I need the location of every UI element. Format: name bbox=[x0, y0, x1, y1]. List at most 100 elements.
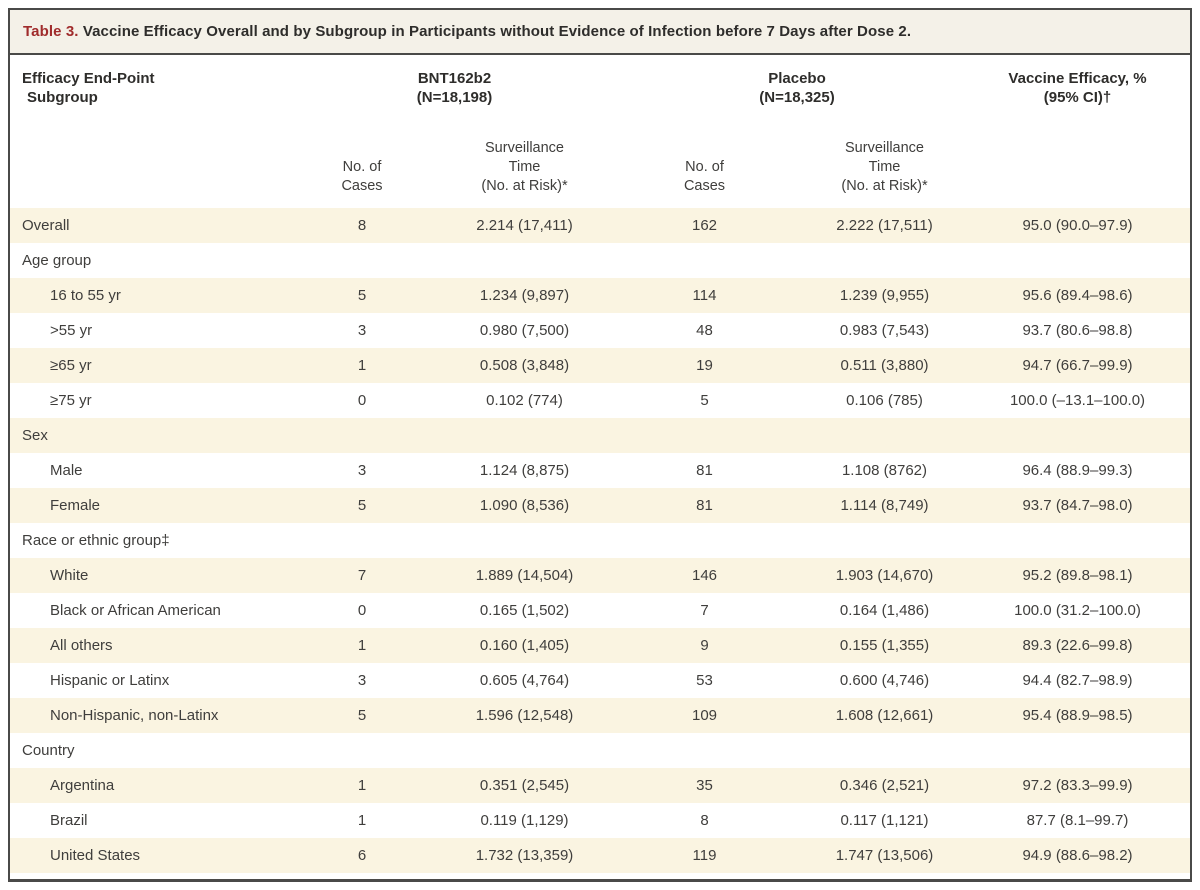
bnt-cases-cell: 1 bbox=[357, 812, 367, 829]
bnt-surveillance-cell: 0.119 (1,129) bbox=[480, 812, 569, 829]
bnt-cases-cell: 5 bbox=[357, 287, 367, 304]
table-row: 16 to 55 yr 5 1.234 (9,897) 114 1.239 (9,955… bbox=[10, 278, 1190, 313]
bnt-surveillance-cell: 1.124 (8,875) bbox=[479, 462, 570, 479]
subgroup-header-line1: Efficacy End-Point bbox=[22, 70, 155, 87]
vaccine-efficacy-line2: (95% CI)† bbox=[1043, 89, 1112, 106]
placebo-cases-cell: 5 bbox=[700, 392, 709, 409]
placebo-surveillance-cell: 1.108 (8762) bbox=[841, 462, 928, 479]
subcolumn-bnt-cases: No. of Cases bbox=[341, 159, 383, 194]
vaccine-efficacy-cell: 95.4 (88.9–98.5) bbox=[1022, 707, 1133, 724]
table-row: Hispanic or Latinx 3 0.605 (4,764) 53 0.600 … bbox=[10, 663, 1190, 698]
bnt-cases-cell: 6 bbox=[357, 847, 367, 864]
placebo-cases-cell: 8 bbox=[700, 812, 709, 829]
vaccine-efficacy-cell: 95.2 (89.8–98.1) bbox=[1022, 567, 1133, 584]
bnt-cases-cell: 3 bbox=[357, 672, 367, 689]
vaccine-efficacy-cell: 97.2 (83.3–99.9) bbox=[1022, 777, 1133, 794]
table-title: Table 3. Vaccine Efficacy Overall and by… bbox=[10, 10, 1190, 55]
row-label: Country bbox=[22, 742, 75, 759]
placebo-surveillance-cell: 0.346 (2,521) bbox=[839, 777, 930, 794]
section-row: Sex bbox=[10, 418, 1190, 453]
subcolumn-placebo-cases: No. of Cases bbox=[683, 159, 726, 194]
placebo-cases-cell: 48 bbox=[696, 322, 713, 339]
bnt-surveillance-cell: 1.090 (8,536) bbox=[479, 497, 570, 514]
vaccine-efficacy-cell: 100.0 (31.2–100.0) bbox=[1014, 602, 1141, 619]
vaccine-efficacy-cell: 95.0 (90.0–97.9) bbox=[1022, 217, 1133, 234]
vaccine-efficacy-cell: 89.3 (22.6–99.8) bbox=[1022, 637, 1133, 654]
bnt-surveillance-cell: 1.596 (12,548) bbox=[475, 707, 574, 724]
row-label: All others bbox=[50, 637, 113, 654]
bnt-surveillance-cell: 0.165 (1,502) bbox=[479, 602, 570, 619]
section-row: Country bbox=[10, 733, 1190, 768]
table-row: United States 6 1.732 (13,359) 119 1.747 (13… bbox=[10, 838, 1190, 873]
row-label: 16 to 55 yr bbox=[50, 287, 121, 304]
bnt162b2-n: (N=18,198) bbox=[416, 89, 493, 106]
table-number: Table 3. bbox=[23, 23, 79, 40]
bnt-cases-cell: 5 bbox=[357, 497, 367, 514]
table-row: Brazil 1 0.119 (1,129) 8 0.117 (1,121) 87.7 (… bbox=[10, 803, 1190, 838]
table-row: Argentina 1 0.351 (2,545) 35 0.346 (2,521) 97… bbox=[10, 768, 1190, 803]
placebo-surveillance-cell: 0.106 (785) bbox=[846, 392, 923, 409]
placebo-surveillance-cell: 2.222 (17,511) bbox=[836, 217, 933, 234]
bnt-surveillance-cell: 0.508 (3,848) bbox=[479, 357, 570, 374]
placebo-cases-cell: 114 bbox=[692, 287, 717, 304]
bnt-cases-cell: 1 bbox=[357, 357, 367, 374]
placebo-surveillance-cell: 1.747 (13,506) bbox=[835, 847, 934, 864]
row-label: ≥75 yr bbox=[50, 392, 92, 409]
placebo-cases-cell: 81 bbox=[696, 497, 713, 514]
table-row: Black or African American 0 0.165 (1,502) 7… bbox=[10, 593, 1190, 628]
bnt-cases-cell: 0 bbox=[357, 602, 367, 619]
vaccine-efficacy-cell: 93.7 (80.6–98.8) bbox=[1022, 322, 1133, 339]
section-row: Race or ethnic group‡ bbox=[10, 523, 1190, 558]
bnt-cases-cell: 7 bbox=[357, 567, 367, 584]
placebo-cases-cell: 9 bbox=[700, 637, 709, 654]
placebo-surveillance-cell: 1.608 (12,661) bbox=[835, 707, 934, 724]
table-rows: Overall 8 2.214 (17,411) 162 2.222 (17,511) 9… bbox=[10, 208, 1190, 873]
row-label: Hispanic or Latinx bbox=[50, 672, 170, 689]
bnt-surveillance-cell: 0.980 (7,500) bbox=[479, 322, 570, 339]
placebo-surveillance-cell: 0.117 (1,121) bbox=[840, 812, 929, 829]
bnt162b2-name: BNT162b2 bbox=[417, 70, 492, 87]
bnt-surveillance-cell: 1.732 (13,359) bbox=[475, 847, 574, 864]
table-row: Overall 8 2.214 (17,411) 162 2.222 (17,511) 9… bbox=[10, 208, 1190, 243]
placebo-cases-cell: 7 bbox=[700, 602, 709, 619]
table-row: Male 3 1.124 (8,875) 81 1.108 (8762) 96.4 (88… bbox=[10, 453, 1190, 488]
bnt-surveillance-cell: 1.234 (9,897) bbox=[479, 287, 570, 304]
placebo-n: (N=18,325) bbox=[759, 89, 835, 106]
bnt-cases-cell: 8 bbox=[357, 217, 367, 234]
table-row: White 7 1.889 (14,504) 146 1.903 (14,670) 95.… bbox=[10, 558, 1190, 593]
placebo-surveillance-cell: 1.903 (14,670) bbox=[835, 567, 934, 584]
vaccine-efficacy-cell: 95.6 (89.4–98.6) bbox=[1022, 287, 1133, 304]
bnt-surveillance-cell: 0.351 (2,545) bbox=[479, 777, 570, 794]
vaccine-efficacy-cell: 87.7 (8.1–99.7) bbox=[1026, 812, 1129, 829]
row-label: Black or African American bbox=[50, 602, 221, 619]
table-row: Female 5 1.090 (8,536) 81 1.114 (8,749) 93.7 … bbox=[10, 488, 1190, 523]
bnt-surveillance-cell: 1.889 (14,504) bbox=[475, 567, 574, 584]
bnt-cases-cell: 0 bbox=[357, 392, 367, 409]
row-label: United States bbox=[50, 847, 141, 864]
row-label: Overall bbox=[22, 217, 70, 234]
subcolumn-placebo-surveillance: Surveillance Time (No. at Risk)* bbox=[841, 140, 928, 194]
row-label: >55 yr bbox=[50, 322, 93, 339]
table-row: ≥75 yr 0 0.102 (774) 5 0.106 (785) 100.0 (–13… bbox=[10, 383, 1190, 418]
subcolumn-bnt-surveillance: Surveillance Time (No. at Risk)* bbox=[481, 140, 568, 194]
placebo-cases-cell: 119 bbox=[692, 847, 717, 864]
bnt-surveillance-cell: 0.160 (1,405) bbox=[479, 637, 570, 654]
placebo-surveillance-cell: 1.239 (9,955) bbox=[839, 287, 930, 304]
row-label: Female bbox=[50, 497, 101, 514]
vaccine-efficacy-cell: 100.0 (–13.1–100.0) bbox=[1009, 392, 1146, 409]
bnt-cases-cell: 5 bbox=[357, 707, 367, 724]
placebo-name: Placebo bbox=[768, 70, 826, 87]
vaccine-efficacy-cell: 94.9 (88.6–98.2) bbox=[1022, 847, 1133, 864]
row-label: Age group bbox=[22, 252, 92, 269]
table-row: Non-Hispanic, non-Latinx 5 1.596 (12,548) 1… bbox=[10, 698, 1190, 733]
column-group-placebo: Placebo (N=18,325) bbox=[617, 69, 977, 107]
vaccine-efficacy-cell: 96.4 (88.9–99.3) bbox=[1022, 462, 1133, 479]
placebo-surveillance-cell: 0.155 (1,355) bbox=[839, 637, 930, 654]
placebo-cases-cell: 35 bbox=[696, 777, 713, 794]
table-3-frame: Table 3. Vaccine Efficacy Overall and by… bbox=[8, 8, 1192, 882]
row-label: Non-Hispanic, non-Latinx bbox=[50, 707, 219, 724]
vaccine-efficacy-line1: Vaccine Efficacy, % bbox=[1008, 70, 1147, 87]
column-header-vaccine-efficacy: Vaccine Efficacy, % (95% CI)† bbox=[977, 69, 1178, 107]
row-label: Argentina bbox=[50, 777, 115, 794]
